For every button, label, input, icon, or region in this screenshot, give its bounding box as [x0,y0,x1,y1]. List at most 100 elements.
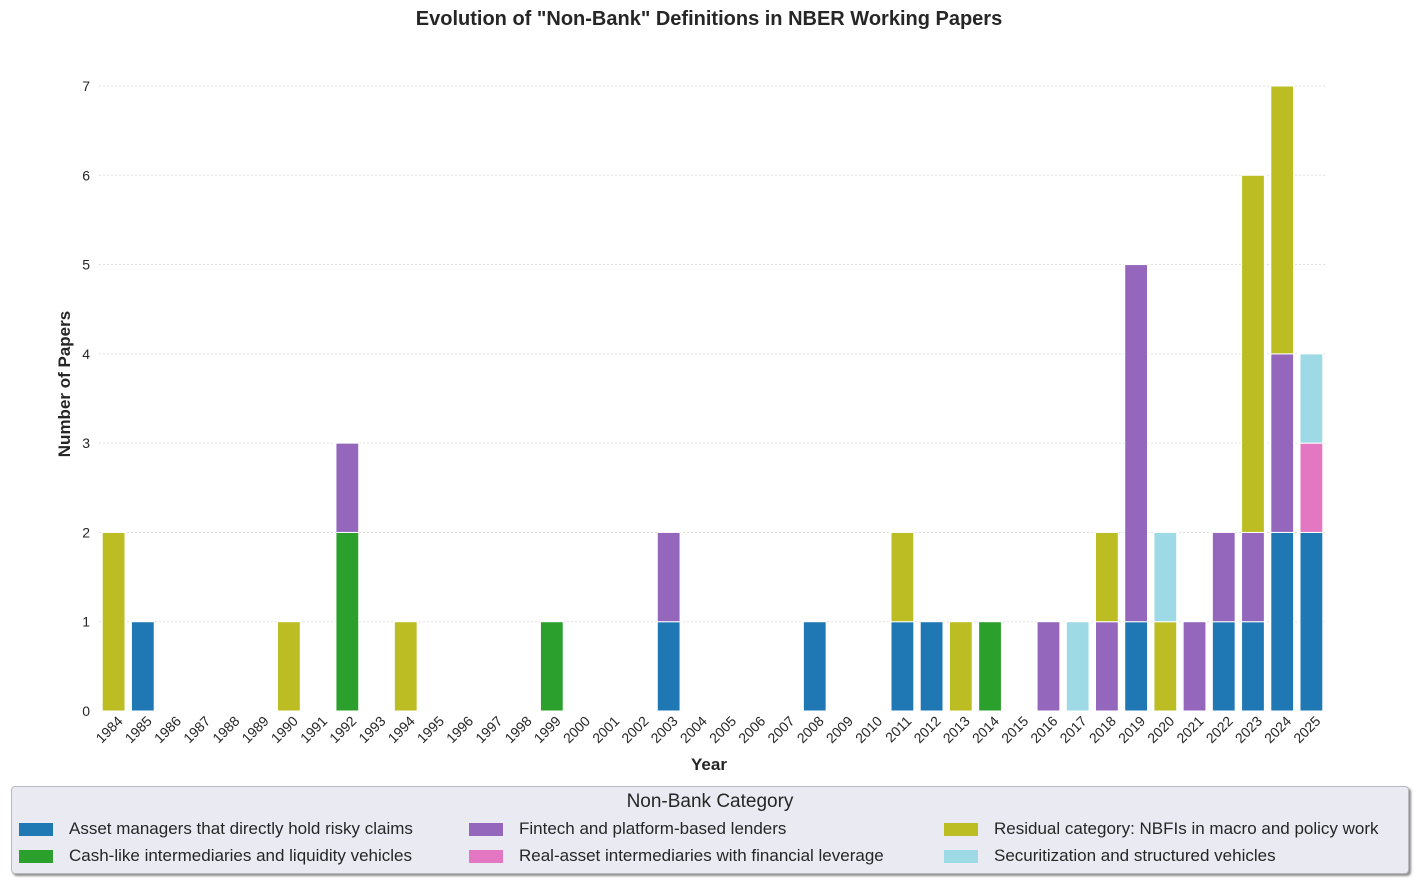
bar-segment [1182,621,1207,712]
bar-segment [1211,621,1236,712]
legend-item: Residual category: NBFIs in macro and po… [944,819,1379,839]
x-tick-label: 2001 [589,713,622,746]
bar-segment [890,621,915,712]
chart-title: Evolution of "Non-Bank" Definitions in N… [416,8,1002,30]
x-tick-label: 2009 [823,713,856,746]
bar-segment [393,621,418,712]
legend-item: Cash-like intermediaries and liquidity v… [19,846,412,866]
x-tick-label: 2022 [1203,713,1236,746]
bars [101,85,1324,712]
bar-segment [130,621,155,712]
legend-swatch [944,822,978,836]
x-tick-label: 1995 [414,713,447,746]
x-tick-label: 2012 [910,713,943,746]
x-tick-label: 1991 [297,713,330,746]
x-tick-label: 1993 [355,713,388,746]
x-tick-label: 2016 [1027,713,1060,746]
legend-swatch [469,849,503,863]
x-tick-label: 2000 [560,713,593,746]
legend-label: Securitization and structured vehicles [994,846,1276,865]
legend-label: Real-asset intermediaries with financial… [519,846,884,865]
legend-swatch [469,822,503,836]
bar-segment [1270,85,1295,355]
bar-segment [948,621,973,712]
bar-segment [335,442,360,533]
y-tick-label: 3 [82,435,90,451]
bar-segment [1065,621,1090,712]
x-tick-label: 2005 [706,713,739,746]
y-tick-label: 6 [82,167,90,183]
x-tick-label: 2019 [1115,713,1148,746]
bar-segment [1299,353,1324,444]
x-tick-label: 1987 [180,713,213,746]
bar-segment [1241,531,1265,623]
x-axis-label: Year [691,755,727,774]
bar-segment [1270,531,1295,712]
stacked-bar-chart: Evolution of "Non-Bank" Definitions in N… [55,8,1326,774]
bar-segment [539,621,564,712]
bar-segment [1299,531,1324,712]
y-axis-label: Number of Papers [55,311,74,457]
x-tick-label: 2018 [1086,713,1119,746]
x-tick-label: 2010 [852,713,885,746]
x-tick-label: 1998 [501,713,534,746]
y-tick-label: 4 [82,346,90,362]
x-tick-label: 2004 [677,713,710,746]
x-tick-label: 2025 [1290,713,1323,746]
x-tick-label: 2024 [1261,713,1294,746]
bar-segment [1241,621,1265,712]
x-tick-label: 2007 [764,713,797,746]
bar-segment [1124,264,1148,623]
x-tick-label: 1999 [531,713,564,746]
legend-label: Residual category: NBFIs in macro and po… [994,819,1379,838]
bar-segment [101,531,126,712]
bar-segment [1095,531,1119,623]
y-tick-label: 0 [82,703,90,719]
y-tick-label: 7 [82,78,90,94]
x-tick-label: 1990 [268,713,301,746]
x-tick-label: 2008 [794,713,827,746]
bar-segment [656,531,681,623]
legend-swatch [944,849,978,863]
bar-segment [1124,621,1148,712]
y-tick-labels: 0 1 2 3 4 5 6 7 [82,78,90,719]
x-tick-label: 2006 [735,713,768,746]
legend: Non-Bank Category Asset managers that di… [11,786,1409,874]
x-tick-label: 1986 [151,713,184,746]
legend-label: Cash-like intermediaries and liquidity v… [69,846,412,865]
x-tick-label: 2017 [1056,713,1089,746]
bar-segment [1036,621,1061,712]
legend-swatch [19,849,53,863]
x-tick-label: 2021 [1173,713,1206,746]
x-tick-label: 1988 [209,713,242,746]
x-tick-label: 2013 [940,713,973,746]
bar-segment [978,621,1002,712]
bar-segment [1211,531,1236,623]
bar-segment [1241,174,1265,533]
legend-label: Asset managers that directly hold risky … [69,819,413,838]
legend-item: Real-asset intermediaries with financial… [469,846,884,866]
legend-item: Asset managers that directly hold risky … [19,819,413,839]
bar-segment [1270,353,1295,533]
x-tick-label: 1992 [326,713,359,746]
y-tick-label: 5 [82,257,90,273]
legend-swatch [19,822,53,836]
bar-segment [277,621,301,712]
x-tick-label: 2015 [998,713,1031,746]
legend-item: Fintech and platform-based lenders [469,819,786,839]
bar-segment [335,531,360,712]
x-tick-label: 1997 [472,713,505,746]
x-tick-label: 1989 [238,713,271,746]
x-tick-label: 2014 [969,713,1002,746]
legend-title: Non-Bank Category [626,791,794,812]
bar-segment [890,531,915,623]
y-tick-label: 2 [82,524,90,540]
y-tick-label: 1 [82,614,90,630]
grid-lines [99,85,1326,623]
x-tick-label: 1996 [443,713,476,746]
x-tick-label: 1985 [122,713,155,746]
bar-segment [1299,442,1324,533]
x-tick-label: 2002 [618,713,651,746]
bar-segment [1153,621,1178,712]
x-tick-label: 2020 [1144,713,1177,746]
